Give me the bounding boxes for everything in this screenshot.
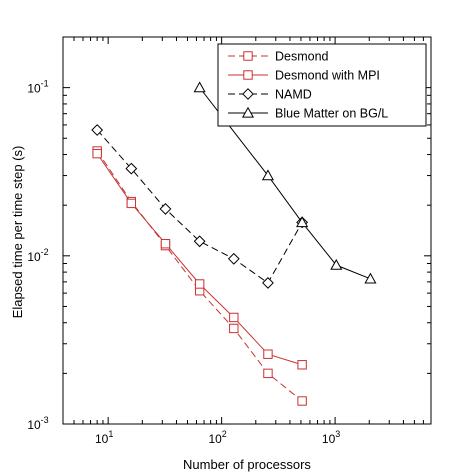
y-tick-label: 10-1 <box>27 79 48 96</box>
data-point <box>261 169 275 181</box>
x-axis-label: Number of processors <box>183 457 311 472</box>
x-tick-label: 102 <box>208 429 226 446</box>
data-point <box>91 124 104 136</box>
legend: Desmond Desmond with MPI NAMD Blue Matter o… <box>217 43 427 127</box>
series-line <box>96 150 303 402</box>
y-axis-label: Elapsed time per time step (s) <box>10 146 25 319</box>
legend-marker <box>241 106 255 118</box>
legend-item: Blue Matter on BG/L <box>228 107 388 121</box>
data-point <box>364 272 377 284</box>
data-point <box>227 252 240 265</box>
series-namd <box>91 124 309 289</box>
data-point <box>229 312 239 323</box>
legend-marker <box>242 88 254 100</box>
data-point <box>263 368 273 379</box>
legend-item: Desmond <box>228 50 329 64</box>
plot-frame <box>62 36 432 425</box>
legend-marker <box>243 70 253 80</box>
data-point <box>92 148 102 159</box>
series-line <box>96 153 303 366</box>
data-point <box>229 323 239 334</box>
legend-label: Blue Matter on BG/L <box>275 107 388 121</box>
legend-item: NAMD <box>228 88 312 102</box>
x-tick-label: 103 <box>322 429 340 446</box>
series-layer <box>91 81 377 406</box>
data-point <box>159 203 172 215</box>
data-point <box>194 279 205 289</box>
legend-label: Desmond with MPI <box>275 69 380 83</box>
axis-ticks: 101 102 103 10-3 10-2 10-1 <box>27 36 432 446</box>
series-blue-matter-on-bg-l <box>193 81 377 284</box>
series-desmond-with-mpi <box>92 148 307 370</box>
data-point <box>160 239 171 249</box>
data-point <box>330 258 343 270</box>
y-tick-label: 10-3 <box>27 415 48 432</box>
legend-item: Desmond with MPI <box>228 69 380 83</box>
data-point <box>262 277 274 289</box>
legend-marker <box>243 51 253 61</box>
data-point <box>297 396 307 406</box>
legend-label: NAMD <box>275 88 312 102</box>
data-point <box>297 360 307 370</box>
data-point <box>125 162 138 175</box>
x-tick-label: 101 <box>95 429 113 446</box>
y-tick-label: 10-2 <box>27 247 48 264</box>
legend-label: Desmond <box>275 50 329 64</box>
data-point <box>193 235 206 248</box>
data-point <box>296 216 309 228</box>
series-desmond <box>92 146 307 406</box>
data-point <box>263 349 273 359</box>
data-point <box>126 198 137 209</box>
data-point <box>193 81 206 93</box>
